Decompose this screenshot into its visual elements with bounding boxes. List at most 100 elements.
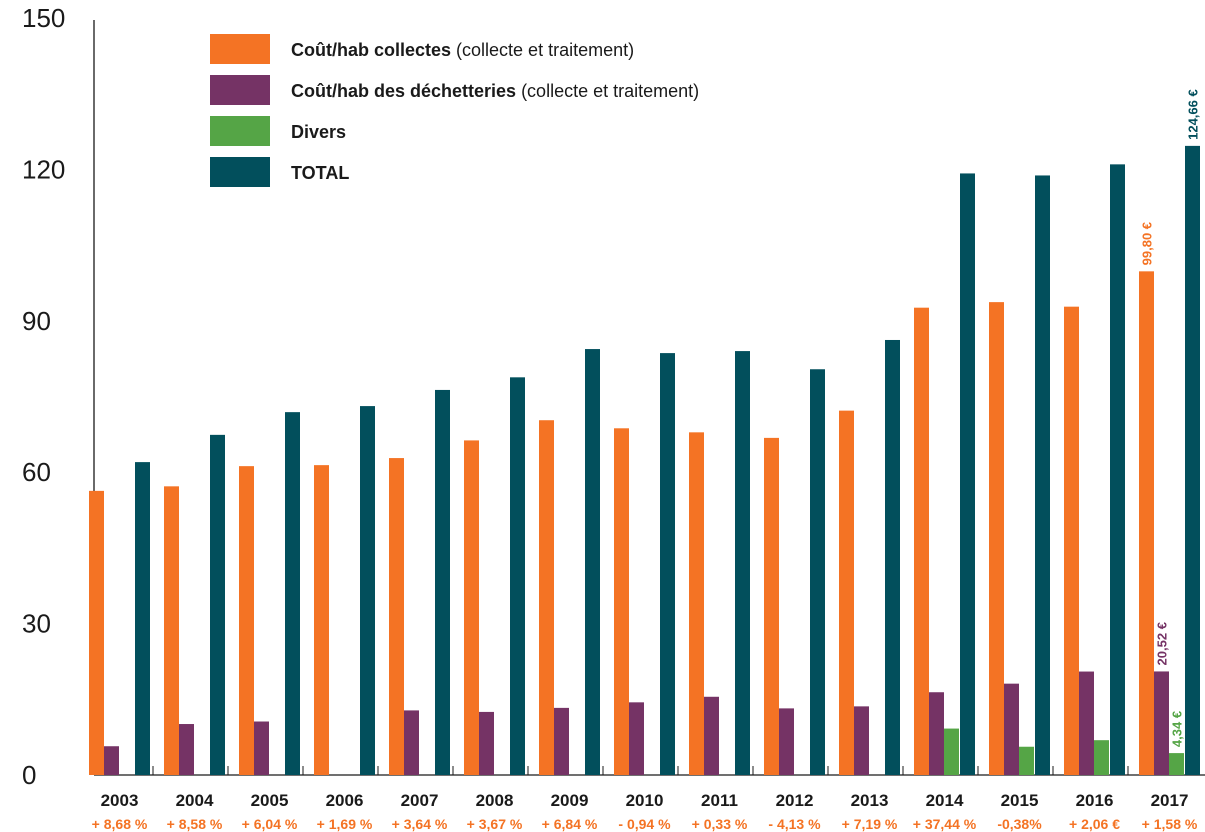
bar	[554, 707, 569, 775]
bar	[1185, 145, 1200, 775]
bar	[689, 432, 704, 775]
bar	[960, 173, 975, 776]
bar	[929, 692, 944, 775]
x-labels: 2003 + 8,68 % 2004 + 8,58 % 2005 + 6,04 % 2006…	[92, 791, 1198, 832]
bar	[285, 412, 300, 775]
x-tick-label: 2017	[1151, 791, 1189, 810]
variation-label: + 1,58 %	[1142, 816, 1198, 832]
bar	[764, 437, 779, 775]
bar	[104, 746, 119, 775]
bar	[360, 406, 375, 775]
variation-label: - 4,13 %	[768, 816, 821, 832]
legend-swatch	[210, 157, 270, 187]
bar	[254, 721, 269, 775]
x-tick-label: 2014	[926, 791, 964, 810]
variation-label: + 3,67 %	[467, 816, 523, 832]
bar	[464, 440, 479, 775]
bar	[989, 302, 1004, 775]
y-tick-label: 150	[22, 3, 65, 33]
bar	[1169, 753, 1184, 775]
bar	[210, 434, 225, 775]
bar	[1154, 671, 1169, 775]
bar	[885, 339, 900, 775]
y-tick-label: 60	[22, 457, 51, 487]
bar	[404, 710, 419, 775]
bar	[704, 696, 719, 775]
variation-label: + 0,33 %	[692, 816, 748, 832]
x-tick-label: 2004	[176, 791, 214, 810]
x-tick-label: 2009	[551, 791, 589, 810]
bar	[914, 307, 929, 775]
variation-label: + 6,04 %	[242, 816, 298, 832]
legend-entry: Divers	[291, 122, 346, 142]
bar	[944, 728, 959, 775]
bar	[1035, 175, 1050, 775]
x-tick-label: 2006	[326, 791, 364, 810]
bar	[314, 465, 329, 775]
x-tick-label: 2008	[476, 791, 514, 810]
legend-entry: Coût/hab collectes (collecte et traiteme…	[291, 40, 634, 60]
y-tick-label: 0	[22, 760, 36, 790]
bar	[614, 428, 629, 775]
bar	[585, 349, 600, 775]
variation-label: + 37,44 %	[913, 816, 977, 832]
bar	[629, 702, 644, 775]
value-annotation: 4,34 €	[1170, 711, 1185, 747]
legend-entry: TOTAL	[291, 163, 349, 183]
bar	[1019, 746, 1034, 775]
y-ticks: 0 30 60 90 120 150	[22, 3, 65, 790]
bar	[1079, 671, 1094, 775]
bar	[779, 708, 794, 775]
y-tick-label: 30	[22, 609, 51, 639]
value-annotations: 99,80 € 20,52 € 4,34 € 124,66 €	[1140, 89, 1201, 747]
legend-swatch	[210, 34, 270, 64]
bar	[389, 458, 404, 775]
bar	[1064, 306, 1079, 775]
x-tick-label: 2015	[1001, 791, 1039, 810]
variation-label: + 2,06 €	[1069, 816, 1120, 832]
bar	[239, 466, 254, 775]
y-tick-label: 90	[22, 306, 51, 336]
x-tick-label: 2016	[1076, 791, 1114, 810]
variation-label: - 0,94 %	[618, 816, 671, 832]
x-tick-label: 2012	[776, 791, 814, 810]
bar	[839, 410, 854, 775]
bar	[479, 711, 494, 775]
x-tick-label: 2003	[101, 791, 139, 810]
bars	[89, 145, 1200, 776]
legend-entry: Coût/hab des déchetteries (collecte et t…	[291, 81, 699, 101]
value-annotation: 99,80 €	[1140, 222, 1155, 265]
bar	[89, 490, 104, 775]
bar	[1110, 164, 1125, 775]
variation-label: + 8,58 %	[167, 816, 223, 832]
x-tick-label: 2013	[851, 791, 889, 810]
bar	[854, 706, 869, 775]
x-tick-label: 2011	[701, 791, 738, 810]
variation-label: + 7,19 %	[842, 816, 898, 832]
bar	[735, 351, 750, 775]
x-tick-label: 2007	[401, 791, 439, 810]
bar	[539, 420, 554, 775]
bar	[1139, 271, 1154, 775]
bar	[135, 462, 150, 775]
variation-label: -0,38%	[997, 816, 1042, 832]
bar	[1094, 740, 1109, 775]
value-annotation: 20,52 €	[1155, 622, 1170, 665]
variation-label: + 1,69 %	[317, 816, 373, 832]
x-tick-label: 2005	[251, 791, 289, 810]
y-tick-label: 120	[22, 154, 65, 184]
legend-swatch	[210, 75, 270, 105]
bar	[164, 486, 179, 775]
bar	[435, 389, 450, 775]
legend-swatch	[210, 116, 270, 146]
x-tick-label: 2010	[626, 791, 664, 810]
legend: Coût/hab collectes (collecte et traiteme…	[210, 34, 699, 187]
variation-label: + 8,68 %	[92, 816, 148, 832]
bar	[810, 369, 825, 775]
variation-label: + 6,84 %	[542, 816, 598, 832]
bar	[660, 353, 675, 775]
bar	[179, 724, 194, 775]
value-annotation: 124,66 €	[1186, 89, 1201, 140]
bar	[1004, 683, 1019, 775]
